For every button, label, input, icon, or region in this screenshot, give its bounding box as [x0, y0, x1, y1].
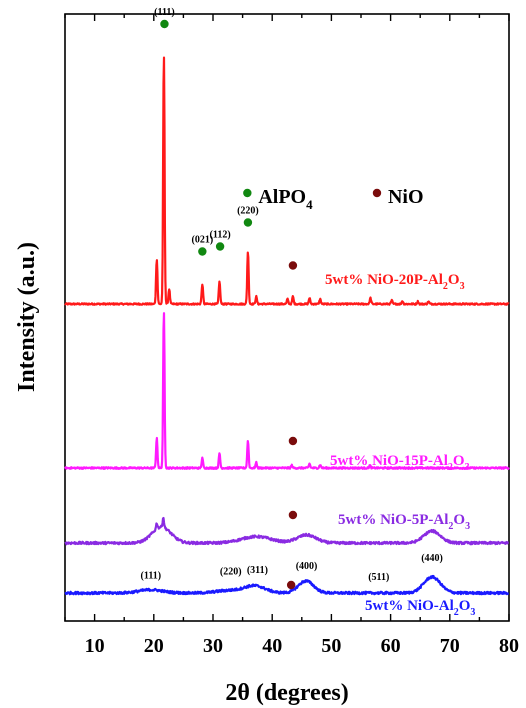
peak-label: (021)	[192, 235, 214, 246]
peak-label: (220)	[237, 206, 259, 217]
x-tick-label: 20	[144, 635, 164, 657]
peak-label: (111)	[154, 7, 175, 18]
alpo4-legend-marker	[243, 188, 252, 198]
y-axis-title: Intensity (a.u.)	[14, 242, 40, 392]
peak-label: (440)	[421, 553, 443, 564]
x-axis-title: 2θ (degrees)	[225, 680, 348, 706]
peak-label: (511)	[368, 572, 389, 583]
alpo4-marker	[160, 19, 169, 29]
series-line-npal20	[64, 56, 510, 306]
series-line-nial	[64, 574, 510, 596]
plot-frame	[64, 13, 510, 622]
series-label-npal20: 5wt% NiO-20P-Al2O3	[325, 272, 465, 292]
nio-legend-marker	[372, 188, 382, 198]
alpo4-marker	[215, 242, 225, 251]
x-tick-label: 30	[203, 635, 223, 657]
annotations-layer: (111) (021)(112) (220) (111) (220) (311) (400)…	[141, 7, 443, 590]
series-line-npal5	[64, 516, 510, 546]
x-tick-label: 40	[262, 635, 282, 657]
nio-marker	[288, 436, 298, 446]
alpo4-marker	[198, 247, 207, 256]
nio-marker	[286, 580, 296, 590]
alpo4-legend-label: AlPO4	[258, 186, 313, 212]
x-tick-label: 80	[499, 635, 519, 657]
peak-label: (111)	[141, 571, 162, 582]
x-tick-label: 50	[321, 635, 341, 657]
peak-label: (400)	[296, 561, 318, 572]
series-line-npal15	[63, 312, 510, 470]
x-tick-label: 10	[85, 635, 105, 657]
x-tick-label: 70	[440, 635, 460, 657]
series-label-npal15: 5wt% NiO-15P-Al2O3	[330, 453, 470, 473]
series-label-npal5: 5wt% NiO-5P-Al2O3	[338, 512, 470, 532]
nio-marker	[288, 510, 298, 520]
legend: AlPO4 NiO	[243, 186, 424, 212]
traces-layer	[63, 56, 510, 596]
x-axis: 10 20 30 40 50 60 70 80	[64, 14, 519, 657]
nio-marker	[288, 261, 298, 270]
alpo4-marker	[243, 218, 253, 227]
x-tick-label: 60	[381, 635, 401, 657]
peak-label: (112)	[210, 230, 231, 241]
peak-label: (220)	[220, 567, 242, 578]
peak-label: (311)	[247, 565, 268, 576]
nio-legend-label: NiO	[388, 186, 424, 208]
series-labels-layer: 5wt% NiO-20P-Al2O3 5wt% NiO-15P-Al2O3 5wt%…	[325, 272, 475, 618]
series-label-nial: 5wt% NiO-Al2O3	[365, 598, 475, 618]
